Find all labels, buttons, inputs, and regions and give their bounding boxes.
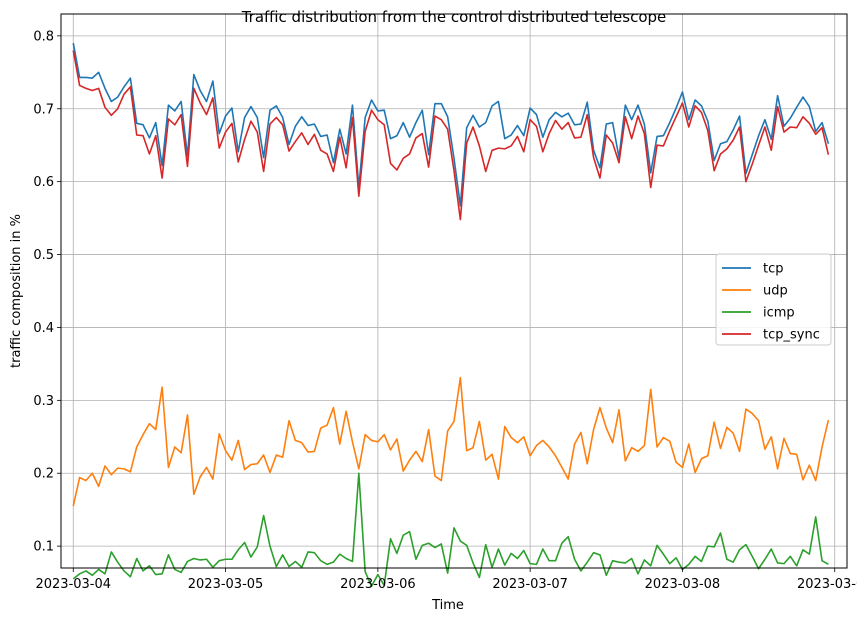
x-tick-label: 2023-03-08: [645, 577, 721, 592]
legend-box: [715, 253, 832, 346]
y-tick-label: 0.6: [33, 175, 54, 190]
chart-title: Traffic distribution from the control di…: [241, 8, 667, 26]
y-axis-label: traffic composition in %: [9, 214, 24, 368]
y-tick-label: 0.5: [33, 248, 54, 263]
legend: tcp udp icmp tcp_sync: [715, 253, 832, 346]
x-tick-label: 2023-03-05: [188, 577, 264, 592]
grid: [61, 14, 847, 568]
legend-label-udp: udp: [763, 284, 788, 299]
legend-label-tcp-sync: tcp_sync: [763, 328, 820, 343]
x-tick-label: 2023-03-04: [35, 577, 111, 592]
y-tick-label: 0.8: [33, 29, 54, 44]
axis-ticks: 0.1 0.2 0.3 0.4 0.5 0.6 0.7 0.8 2023-03-04 2023-0…: [33, 29, 857, 592]
x-tick-label: 2023-03-09: [797, 577, 857, 592]
y-tick-label: 0.4: [33, 321, 54, 336]
series-line-udp: [72, 376, 830, 507]
x-tick-label: 2023-03-07: [492, 577, 568, 592]
series-line-icmp: [72, 472, 829, 588]
series-line-tcp-sync: [72, 50, 830, 221]
x-tick-label: 2023-03-06: [340, 577, 416, 592]
x-axis-label: Time: [431, 598, 464, 613]
y-tick-label: 0.2: [33, 467, 54, 482]
y-tick-label: 0.3: [33, 394, 54, 409]
plot-frame: [60, 13, 848, 569]
y-tick-label: 0.1: [33, 540, 54, 555]
y-tick-label: 0.7: [33, 102, 54, 117]
series-lines: [72, 43, 830, 588]
legend-label-tcp: tcp: [763, 262, 784, 277]
series-line-tcp: [72, 43, 830, 207]
legend-label-icmp: icmp: [763, 306, 795, 321]
